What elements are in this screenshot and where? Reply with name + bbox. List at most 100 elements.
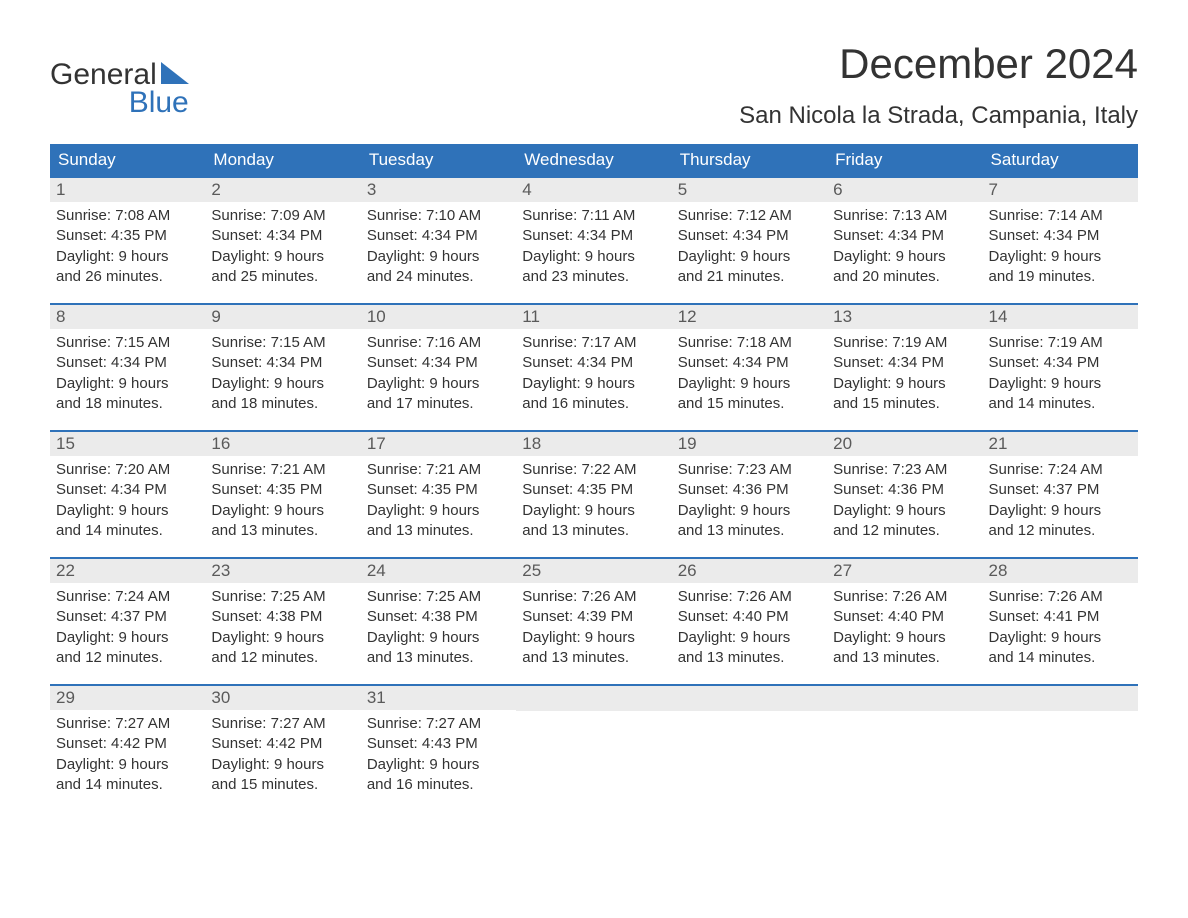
daylight-line2: and 13 minutes. bbox=[367, 521, 510, 541]
day-cell: 18Sunrise: 7:22 AMSunset: 4:35 PMDayligh… bbox=[516, 432, 671, 543]
day-cell: 31Sunrise: 7:27 AMSunset: 4:43 PMDayligh… bbox=[361, 686, 516, 797]
logo: General Blue bbox=[50, 40, 189, 120]
sunset-text: Sunset: 4:40 PM bbox=[833, 607, 976, 627]
daylight-line2: and 21 minutes. bbox=[678, 267, 821, 287]
day-number: 29 bbox=[50, 686, 205, 710]
sunset-text: Sunset: 4:34 PM bbox=[833, 226, 976, 246]
daylight-line1: Daylight: 9 hours bbox=[522, 628, 665, 648]
daylight-line2: and 15 minutes. bbox=[211, 775, 354, 795]
empty-day-header bbox=[672, 686, 827, 711]
daylight-line2: and 15 minutes. bbox=[678, 394, 821, 414]
day-cell bbox=[516, 686, 671, 797]
day-number: 8 bbox=[50, 305, 205, 329]
day-cell bbox=[983, 686, 1138, 797]
daylight-line2: and 26 minutes. bbox=[56, 267, 199, 287]
day-cell: 14Sunrise: 7:19 AMSunset: 4:34 PMDayligh… bbox=[983, 305, 1138, 416]
sunset-text: Sunset: 4:42 PM bbox=[56, 734, 199, 754]
day-number: 25 bbox=[516, 559, 671, 583]
daylight-line2: and 14 minutes. bbox=[56, 521, 199, 541]
day-cell: 8Sunrise: 7:15 AMSunset: 4:34 PMDaylight… bbox=[50, 305, 205, 416]
daylight-line2: and 16 minutes. bbox=[367, 775, 510, 795]
dow-saturday: Saturday bbox=[983, 144, 1138, 176]
day-number: 9 bbox=[205, 305, 360, 329]
daylight-line1: Daylight: 9 hours bbox=[989, 501, 1132, 521]
sunset-text: Sunset: 4:42 PM bbox=[211, 734, 354, 754]
day-number: 18 bbox=[516, 432, 671, 456]
day-cell: 22Sunrise: 7:24 AMSunset: 4:37 PMDayligh… bbox=[50, 559, 205, 670]
day-body: Sunrise: 7:08 AMSunset: 4:35 PMDaylight:… bbox=[50, 202, 205, 289]
logo-sail-icon bbox=[161, 62, 189, 84]
daylight-line1: Daylight: 9 hours bbox=[989, 374, 1132, 394]
day-body: Sunrise: 7:22 AMSunset: 4:35 PMDaylight:… bbox=[516, 456, 671, 543]
sunrise-text: Sunrise: 7:17 AM bbox=[522, 333, 665, 353]
daylight-line1: Daylight: 9 hours bbox=[367, 374, 510, 394]
calendar: Sunday Monday Tuesday Wednesday Thursday… bbox=[50, 144, 1138, 797]
daylight-line1: Daylight: 9 hours bbox=[678, 374, 821, 394]
sunrise-text: Sunrise: 7:26 AM bbox=[989, 587, 1132, 607]
day-number: 20 bbox=[827, 432, 982, 456]
sunrise-text: Sunrise: 7:22 AM bbox=[522, 460, 665, 480]
empty-day-header bbox=[983, 686, 1138, 711]
day-cell: 17Sunrise: 7:21 AMSunset: 4:35 PMDayligh… bbox=[361, 432, 516, 543]
daylight-line2: and 18 minutes. bbox=[56, 394, 199, 414]
day-number: 13 bbox=[827, 305, 982, 329]
sunrise-text: Sunrise: 7:27 AM bbox=[211, 714, 354, 734]
daylight-line2: and 14 minutes. bbox=[989, 394, 1132, 414]
sunrise-text: Sunrise: 7:19 AM bbox=[989, 333, 1132, 353]
daylight-line2: and 13 minutes. bbox=[833, 648, 976, 668]
title-block: December 2024 San Nicola la Strada, Camp… bbox=[739, 40, 1138, 130]
empty-day-header bbox=[827, 686, 982, 711]
daylight-line1: Daylight: 9 hours bbox=[367, 247, 510, 267]
day-number: 21 bbox=[983, 432, 1138, 456]
day-number: 2 bbox=[205, 178, 360, 202]
empty-day-header bbox=[516, 686, 671, 711]
daylight-line1: Daylight: 9 hours bbox=[522, 501, 665, 521]
day-number: 4 bbox=[516, 178, 671, 202]
day-cell: 5Sunrise: 7:12 AMSunset: 4:34 PMDaylight… bbox=[672, 178, 827, 289]
sunrise-text: Sunrise: 7:13 AM bbox=[833, 206, 976, 226]
week-row: 15Sunrise: 7:20 AMSunset: 4:34 PMDayligh… bbox=[50, 430, 1138, 543]
sunset-text: Sunset: 4:34 PM bbox=[989, 226, 1132, 246]
day-cell: 23Sunrise: 7:25 AMSunset: 4:38 PMDayligh… bbox=[205, 559, 360, 670]
sunset-text: Sunset: 4:34 PM bbox=[678, 226, 821, 246]
sunrise-text: Sunrise: 7:15 AM bbox=[211, 333, 354, 353]
day-body: Sunrise: 7:15 AMSunset: 4:34 PMDaylight:… bbox=[50, 329, 205, 416]
daylight-line1: Daylight: 9 hours bbox=[211, 374, 354, 394]
day-cell: 25Sunrise: 7:26 AMSunset: 4:39 PMDayligh… bbox=[516, 559, 671, 670]
sunset-text: Sunset: 4:35 PM bbox=[56, 226, 199, 246]
day-number: 14 bbox=[983, 305, 1138, 329]
month-title: December 2024 bbox=[739, 40, 1138, 88]
day-number: 17 bbox=[361, 432, 516, 456]
sunset-text: Sunset: 4:34 PM bbox=[56, 353, 199, 373]
location-text: San Nicola la Strada, Campania, Italy bbox=[739, 102, 1138, 130]
day-body: Sunrise: 7:18 AMSunset: 4:34 PMDaylight:… bbox=[672, 329, 827, 416]
week-row: 8Sunrise: 7:15 AMSunset: 4:34 PMDaylight… bbox=[50, 303, 1138, 416]
sunset-text: Sunset: 4:34 PM bbox=[522, 353, 665, 373]
day-cell: 24Sunrise: 7:25 AMSunset: 4:38 PMDayligh… bbox=[361, 559, 516, 670]
sunrise-text: Sunrise: 7:27 AM bbox=[367, 714, 510, 734]
sunset-text: Sunset: 4:39 PM bbox=[522, 607, 665, 627]
daylight-line1: Daylight: 9 hours bbox=[522, 247, 665, 267]
sunrise-text: Sunrise: 7:11 AM bbox=[522, 206, 665, 226]
day-number: 1 bbox=[50, 178, 205, 202]
day-body: Sunrise: 7:27 AMSunset: 4:42 PMDaylight:… bbox=[50, 710, 205, 797]
day-cell: 4Sunrise: 7:11 AMSunset: 4:34 PMDaylight… bbox=[516, 178, 671, 289]
sunset-text: Sunset: 4:37 PM bbox=[989, 480, 1132, 500]
day-body: Sunrise: 7:12 AMSunset: 4:34 PMDaylight:… bbox=[672, 202, 827, 289]
day-cell: 19Sunrise: 7:23 AMSunset: 4:36 PMDayligh… bbox=[672, 432, 827, 543]
day-cell: 10Sunrise: 7:16 AMSunset: 4:34 PMDayligh… bbox=[361, 305, 516, 416]
sunset-text: Sunset: 4:34 PM bbox=[367, 353, 510, 373]
day-cell: 16Sunrise: 7:21 AMSunset: 4:35 PMDayligh… bbox=[205, 432, 360, 543]
day-number: 3 bbox=[361, 178, 516, 202]
day-number: 12 bbox=[672, 305, 827, 329]
sunrise-text: Sunrise: 7:16 AM bbox=[367, 333, 510, 353]
daylight-line2: and 14 minutes. bbox=[56, 775, 199, 795]
daylight-line1: Daylight: 9 hours bbox=[211, 755, 354, 775]
day-body: Sunrise: 7:17 AMSunset: 4:34 PMDaylight:… bbox=[516, 329, 671, 416]
daylight-line2: and 24 minutes. bbox=[367, 267, 510, 287]
sunrise-text: Sunrise: 7:14 AM bbox=[989, 206, 1132, 226]
sunrise-text: Sunrise: 7:24 AM bbox=[989, 460, 1132, 480]
day-body: Sunrise: 7:09 AMSunset: 4:34 PMDaylight:… bbox=[205, 202, 360, 289]
day-number: 31 bbox=[361, 686, 516, 710]
daylight-line1: Daylight: 9 hours bbox=[833, 247, 976, 267]
